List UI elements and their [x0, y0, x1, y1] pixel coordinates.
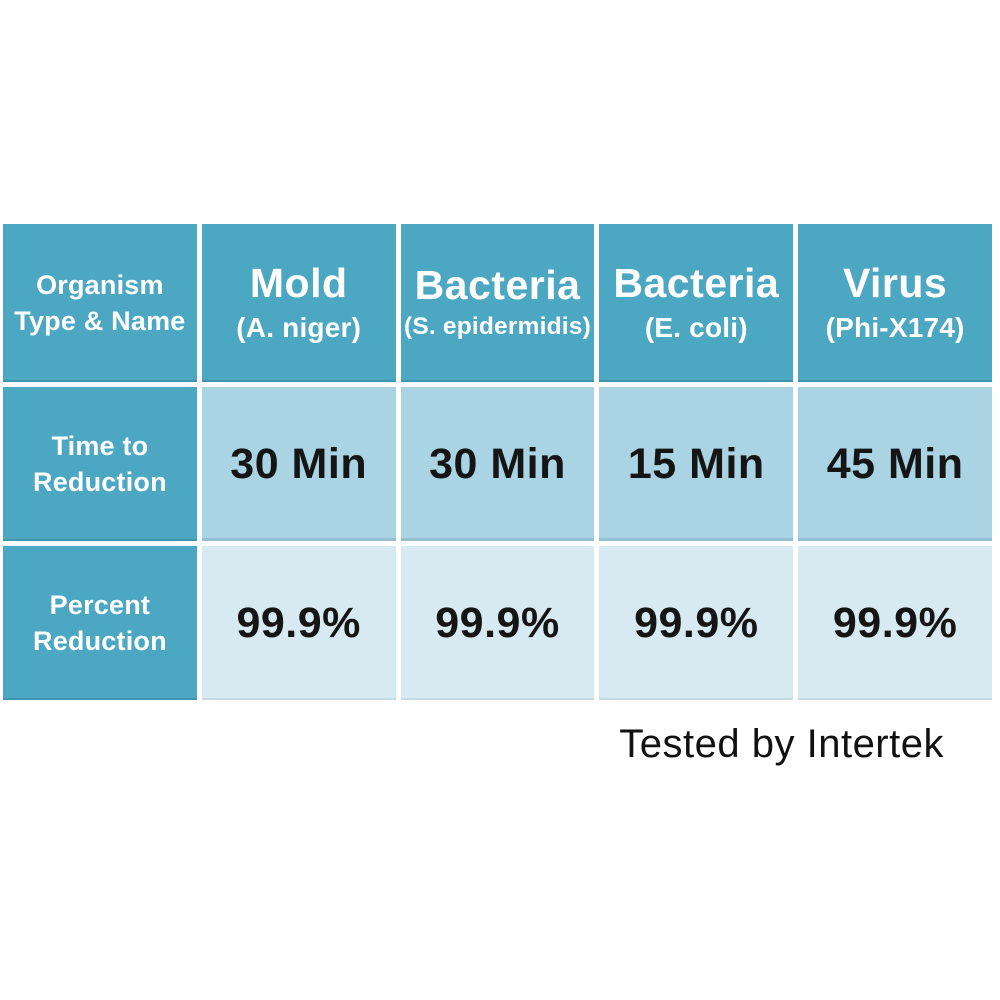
row-header-time-cell: Time to Reduction	[3, 387, 197, 541]
time-value: 15 Min	[627, 439, 765, 488]
tested-by-footnote: Tested by Intertek	[619, 722, 944, 766]
time-value: 30 Min	[429, 439, 566, 488]
time-value-cell-bacteria-epidermidis: 30 Min	[400, 387, 595, 541]
percent-value-cell-virus: 99.9%	[798, 546, 992, 700]
percent-value: 99.9%	[236, 598, 361, 647]
percent-value-cell-mold: 99.9%	[201, 546, 396, 700]
percent-value-cell-bacteria-epidermidis: 99.9%	[400, 546, 595, 700]
time-value: 45 Min	[826, 439, 964, 488]
column-header-bacteria-epidermidis: Bacteria (S. epidermidis)	[400, 224, 595, 382]
row-header-percent-cell: Percent Reduction	[3, 546, 197, 700]
percent-reduction-row: Percent Reduction 99.9% 99.9% 99.9% 99.9…	[3, 546, 992, 700]
percent-value: 99.9%	[832, 598, 958, 647]
corner-header-label: Organism Type & Name	[14, 269, 186, 336]
organism-name-label: (A. niger)	[236, 312, 362, 344]
organism-name-label: (S. epidermidis)	[403, 313, 591, 341]
time-to-reduction-row: Time to Reduction 30 Min 30 Min 15 Min 4…	[3, 387, 992, 541]
organism-type-label: Bacteria	[414, 262, 581, 309]
time-value-cell-bacteria-ecoli: 15 Min	[599, 387, 794, 541]
time-value-cell-mold: 30 Min	[201, 387, 396, 541]
organism-type-label: Bacteria	[613, 259, 780, 306]
row-header-time-label: Time to Reduction	[33, 430, 167, 497]
header-row: Organism Type & Name Mold (A. niger) Bac…	[3, 224, 992, 382]
organism-type-label: Mold	[249, 259, 348, 306]
percent-value: 99.9%	[634, 598, 759, 647]
percent-value-cell-bacteria-ecoli: 99.9%	[599, 546, 794, 700]
organism-name-label: (E. coli)	[644, 312, 748, 344]
column-header-bacteria-ecoli: Bacteria (E. coli)	[599, 224, 794, 382]
column-header-mold: Mold (A. niger)	[201, 224, 396, 382]
time-value: 30 Min	[230, 439, 368, 488]
row-header-percent-label: Percent Reduction	[33, 589, 167, 656]
organism-type-label: Virus	[842, 259, 948, 306]
organism-name-label: (Phi-X174)	[825, 312, 965, 344]
test-results-table: Organism Type & Name Mold (A. niger) Bac…	[0, 219, 997, 705]
column-header-virus: Virus (Phi-X174)	[798, 224, 992, 382]
time-value-cell-virus: 45 Min	[798, 387, 992, 541]
corner-header-cell: Organism Type & Name	[3, 224, 197, 382]
percent-value: 99.9%	[435, 598, 560, 647]
